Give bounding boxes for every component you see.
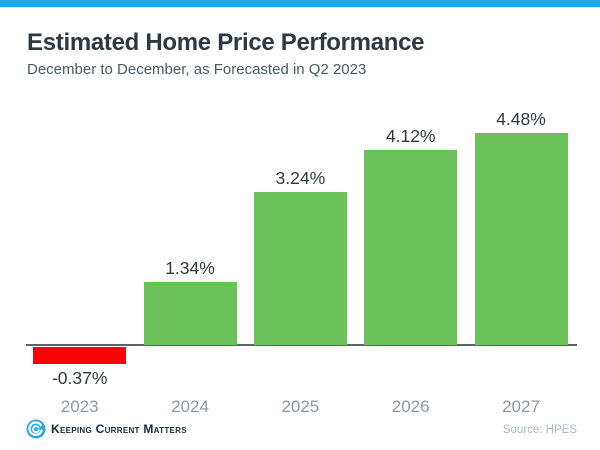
bar-2025 xyxy=(253,191,347,345)
bar-2027 xyxy=(474,133,568,345)
bar-2023 xyxy=(33,346,127,364)
value-label-2026: 4.12% xyxy=(385,126,436,147)
top-accent-bar xyxy=(0,0,600,7)
chart-subtitle: December to December, as Forecasted in Q… xyxy=(27,61,367,78)
source-credit: Source: HPES xyxy=(502,424,577,436)
value-label-2027: 4.48% xyxy=(496,109,546,130)
value-label-2024: 1.34% xyxy=(165,257,215,278)
x-tick-2025: 2025 xyxy=(281,397,320,416)
brand-name: Keeping Current Matters xyxy=(51,422,187,436)
kcm-swirl-icon xyxy=(26,419,46,439)
x-tick-2027: 2027 xyxy=(502,397,540,416)
x-tick-2023: 2023 xyxy=(60,397,99,416)
bar-2026 xyxy=(364,150,458,345)
chart-title: Estimated Home Price Performance xyxy=(27,29,425,56)
bar-2024 xyxy=(143,281,237,345)
x-tick-2026: 2026 xyxy=(391,397,430,416)
value-label-2023: -0.37% xyxy=(51,368,108,388)
brand-logo: Keeping Current Matters xyxy=(26,419,187,439)
value-label-2025: 3.24% xyxy=(275,167,326,188)
x-tick-2024: 2024 xyxy=(171,397,209,416)
